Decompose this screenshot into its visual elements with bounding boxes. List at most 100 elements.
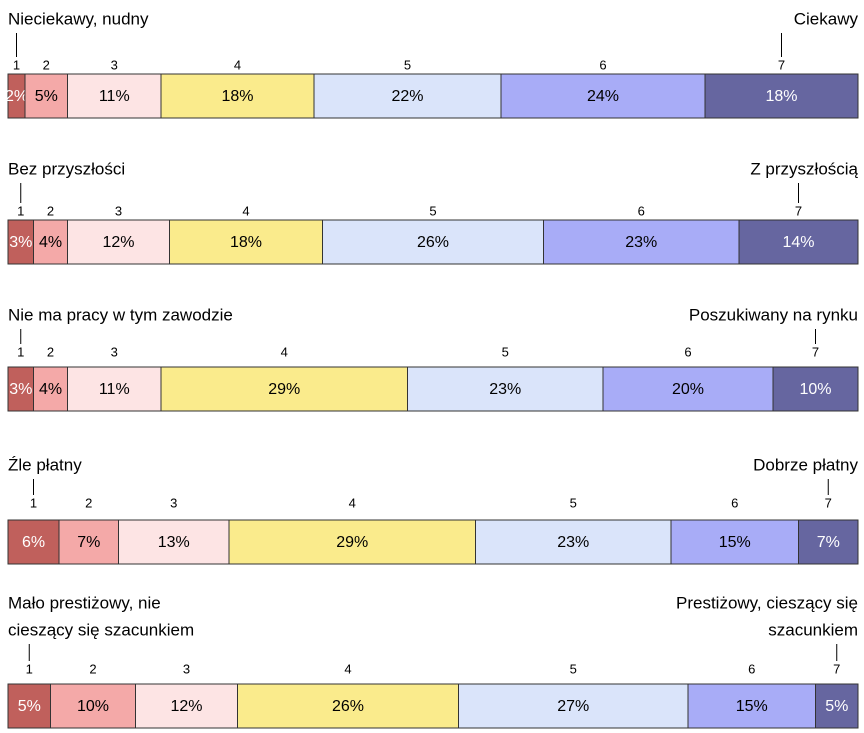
value-label: 6% [22,534,45,551]
scale-point: 6 [748,661,755,676]
right-label: Ciekawy [794,9,859,28]
segment [704,73,859,119]
segment [135,683,238,729]
left-label: cieszący się szacunkiem [8,620,194,639]
scale-point: 5 [502,344,509,359]
scale-point: 1 [17,203,24,218]
value-label: 18% [221,88,253,105]
value-label: 29% [268,381,300,398]
segment [543,219,740,265]
scale-point: 3 [170,495,177,510]
value-label: 13% [158,534,190,551]
segment [169,219,323,265]
segment [7,366,34,412]
value-label: 14% [782,234,814,251]
value-label: 7% [77,534,100,551]
scale-point: 4 [234,57,241,72]
scale-point: 1 [26,661,33,676]
value-label: 4% [39,381,62,398]
right-label: Z przyszłością [750,159,858,178]
value-label: 3% [9,234,32,251]
value-label: 3% [9,381,32,398]
value-label: 12% [170,698,202,715]
segment [58,519,119,565]
scale-point: 2 [85,495,92,510]
scale-point: 7 [833,661,840,676]
value-label: 11% [99,88,130,105]
value-label: 5% [35,88,58,105]
segment [33,219,68,265]
value-label: 23% [625,234,657,251]
right-label: Dobrze płatny [753,455,858,474]
scale-point: 7 [778,57,785,72]
segment [160,366,408,412]
segment [500,73,706,119]
value-label: 12% [102,234,134,251]
value-label: 24% [587,88,619,105]
segment [322,219,544,265]
scale-point: 4 [281,344,288,359]
value-label: 10% [799,381,831,398]
segment [7,519,60,565]
scale-point: 5 [429,203,436,218]
segment [815,683,859,729]
value-label: 23% [557,534,589,551]
scale-point: 3 [183,661,190,676]
scale-point: 7 [825,495,832,510]
scale-point: 2 [47,203,54,218]
scale-point: 1 [17,344,24,359]
segment [313,73,502,119]
left-label: Nieciekawy, nudny [8,9,149,28]
value-label: 26% [417,234,449,251]
segment [687,683,816,729]
left-label: Mało prestiżowy, nie [8,593,161,612]
scale-point: 2 [47,344,54,359]
right-label: Poszukiwany na rynku [689,305,858,324]
segment [33,366,68,412]
value-label: 2% [5,88,28,105]
scale-point: 5 [404,57,411,72]
value-label: 5% [18,698,41,715]
scale-point: 7 [812,344,819,359]
scale-point: 4 [344,661,351,676]
segment [50,683,136,729]
value-label: 4% [39,234,62,251]
segment [458,683,689,729]
value-label: 26% [332,698,364,715]
value-label: 5% [825,698,848,715]
value-label: 20% [672,381,704,398]
scale-point: 6 [684,344,691,359]
right-label: Prestiżowy, cieszący się [676,593,858,612]
scale-point: 4 [242,203,249,218]
scale-point: 6 [638,203,645,218]
value-label: 7% [817,534,840,551]
value-label: 18% [765,88,797,105]
right-label: szacunkiem [768,620,858,639]
left-label: Nie ma pracy w tym zawodzie [8,305,233,324]
segment [7,683,51,729]
segment [24,73,68,119]
value-label: 11% [99,381,130,398]
segment [67,366,162,412]
value-label: 15% [719,534,751,551]
scale-point: 3 [111,57,118,72]
value-label: 23% [489,381,521,398]
value-label: 22% [391,88,423,105]
scale-point: 3 [115,203,122,218]
left-label: Bez przyszłości [8,159,125,178]
segment [475,519,672,565]
scale-point: 5 [570,661,577,676]
value-label: 15% [736,698,768,715]
left-label: Źle płatny [8,455,82,474]
segment [738,219,859,265]
segment [228,519,476,565]
segment [407,366,604,412]
scale-point: 2 [89,661,96,676]
scale-point: 6 [731,495,738,510]
scale-point: 7 [795,203,802,218]
scale-point: 1 [13,57,20,72]
segment [772,366,859,412]
scale-point: 6 [599,57,606,72]
segment [160,73,315,119]
